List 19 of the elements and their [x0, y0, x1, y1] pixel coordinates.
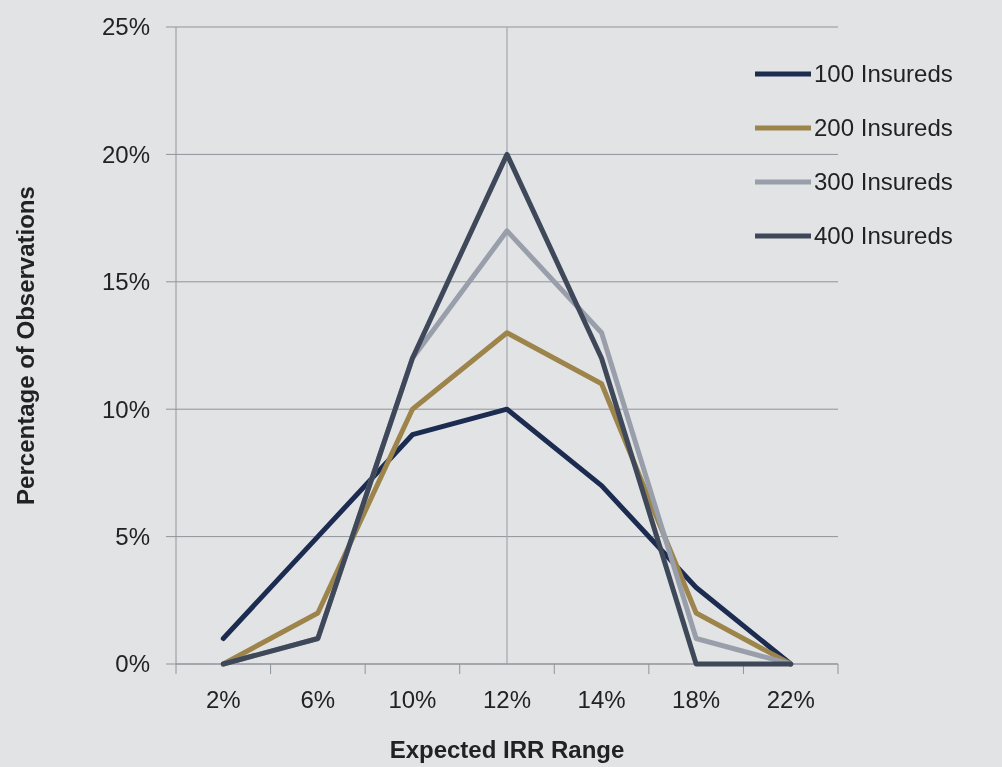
x-tick-label: 10%: [388, 686, 437, 713]
x-tick-label: 6%: [300, 686, 336, 713]
y-tick-label: 20%: [101, 140, 150, 168]
y-tick-label: 0%: [115, 650, 150, 678]
y-tick-label: 15%: [101, 268, 150, 296]
y-tick-label: 5%: [115, 523, 150, 550]
x-axis-title: Expected IRR Range: [389, 736, 625, 763]
x-tick-label: 14%: [577, 686, 626, 713]
y-tick-label: 25%: [101, 13, 150, 41]
y-axis-title: Percentage of Observations: [12, 186, 39, 505]
legend-label: 200 Insureds: [814, 114, 953, 142]
legend-label: 300 Insureds: [814, 168, 953, 196]
x-tick-label: 22%: [766, 686, 815, 713]
legend-label: 100 Insureds: [814, 60, 953, 88]
x-tick-label: 18%: [672, 686, 721, 713]
y-tick-label: 10%: [101, 395, 150, 423]
x-tick-label: 12%: [482, 686, 532, 713]
legend-label: 400 Insureds: [814, 222, 953, 250]
x-tick-label: 2%: [205, 686, 241, 713]
